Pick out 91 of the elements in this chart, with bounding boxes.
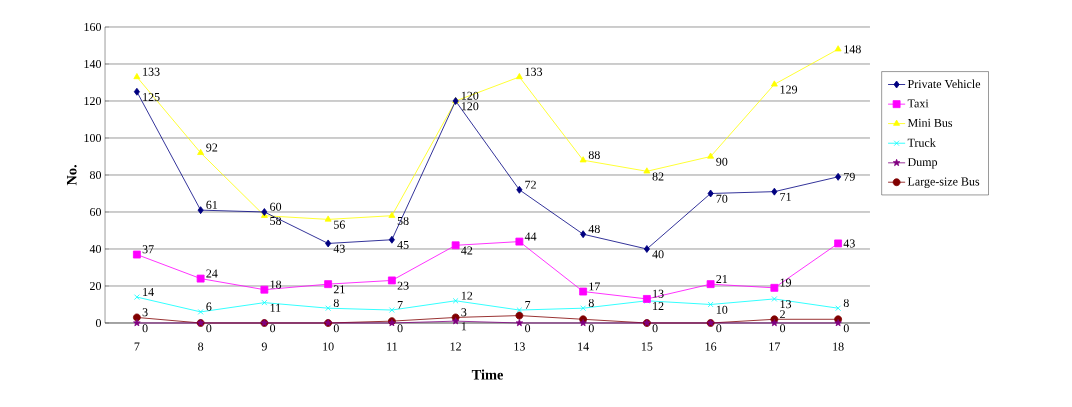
data-label: 133 — [143, 67, 160, 76]
data-label: 70 — [716, 194, 728, 203]
legend-label: Truck — [907, 138, 936, 147]
data-label: 7 — [525, 300, 531, 309]
data-label: 0 — [270, 324, 276, 333]
legend-label: Dump — [907, 158, 938, 169]
x-tick-label: 15 — [641, 342, 653, 351]
data-label: 42 — [461, 246, 473, 255]
data-label: 133 — [525, 67, 543, 76]
data-label: 7 — [397, 300, 403, 309]
data-label: 12 — [461, 291, 473, 300]
y-tick-label: 80 — [89, 170, 102, 180]
data-label: 17 — [589, 282, 600, 291]
x-tick-label: 9 — [261, 342, 267, 351]
data-label: 58 — [397, 216, 409, 225]
data-label: 0 — [588, 324, 594, 333]
data-label: 0 — [333, 324, 339, 333]
x-tick-label: 12 — [450, 342, 461, 351]
data-label: 13 — [653, 289, 664, 298]
data-label: 129 — [780, 85, 798, 94]
y-tick-label: 160 — [84, 22, 102, 32]
data-label: 72 — [525, 180, 536, 189]
data-label: 21 — [716, 274, 728, 283]
data-label: 71 — [780, 192, 791, 201]
data-label: 43 — [333, 244, 345, 253]
y-tick-label: 40 — [89, 244, 102, 254]
data-label: 0 — [843, 324, 849, 333]
data-label: 6 — [206, 302, 212, 311]
data-label: 45 — [397, 240, 409, 249]
y-tick-label: 60 — [90, 207, 102, 217]
data-label: 0 — [397, 324, 403, 333]
data-label: 44 — [524, 232, 537, 241]
data-label: 148 — [844, 45, 861, 54]
data-label: 1 — [461, 322, 467, 331]
y-tick-label: 140 — [84, 59, 102, 69]
x-axis-title: Time — [471, 369, 503, 380]
data-label: 40 — [652, 250, 664, 259]
data-label: 82 — [652, 172, 664, 181]
data-label: 0 — [142, 324, 148, 333]
y-tick-label: 20 — [90, 281, 102, 291]
x-tick-label: 14 — [578, 342, 589, 351]
data-label: 12 — [653, 301, 664, 310]
data-label: 60 — [270, 202, 282, 211]
data-label: 21 — [333, 285, 345, 294]
legend-label: Large-size Bus — [907, 177, 980, 189]
data-label: 8 — [333, 298, 339, 307]
y-tick-label: 100 — [84, 133, 102, 143]
data-label: 90 — [716, 157, 728, 166]
data-label: 18 — [270, 280, 282, 289]
data-label: 58 — [270, 216, 282, 225]
x-tick-label: 10 — [323, 342, 334, 351]
data-label: 79 — [844, 172, 855, 181]
x-tick-label: 13 — [514, 342, 525, 351]
data-label: 11 — [270, 303, 281, 312]
data-label: 92 — [206, 143, 218, 152]
data-label: 0 — [780, 324, 786, 333]
data-label: 43 — [843, 239, 855, 248]
data-label: 13 — [780, 300, 792, 309]
legend-label: Private Vehicle — [907, 79, 981, 89]
data-label: 48 — [588, 224, 600, 233]
data-label: 8 — [588, 298, 594, 307]
x-tick-label: 8 — [198, 342, 204, 351]
data-label: 56 — [334, 220, 345, 229]
data-label: 0 — [652, 324, 658, 333]
data-label: 120 — [461, 102, 479, 111]
data-label: 0 — [206, 324, 212, 333]
data-label: 37 — [142, 245, 154, 254]
data-label: 2 — [780, 310, 785, 319]
legend-label: Mini Bus — [907, 118, 953, 127]
data-label: 19 — [780, 278, 792, 287]
y-tick-label: 120 — [84, 96, 102, 106]
data-label: 88 — [588, 150, 600, 159]
x-tick-label: 7 — [134, 342, 140, 351]
data-label: 125 — [143, 92, 160, 101]
data-label: 0 — [716, 324, 722, 333]
data-label: 0 — [525, 324, 531, 333]
data-label: 10 — [716, 305, 728, 314]
y-axis-title: No. — [66, 165, 77, 186]
data-label: 8 — [843, 298, 849, 307]
data-label: 24 — [206, 269, 218, 278]
x-tick-label: 11 — [387, 342, 397, 351]
x-tick-label: 18 — [833, 342, 844, 351]
data-label: 23 — [397, 281, 409, 290]
x-tick-label: 16 — [705, 342, 717, 351]
data-label: 3 — [461, 308, 467, 317]
data-label: 61 — [206, 200, 218, 209]
y-tick-label: 0 — [95, 318, 102, 328]
x-tick-label: 17 — [769, 342, 781, 351]
data-label: 14 — [143, 287, 154, 296]
legend-label: Taxi — [907, 99, 929, 108]
data-label: 3 — [142, 308, 148, 317]
